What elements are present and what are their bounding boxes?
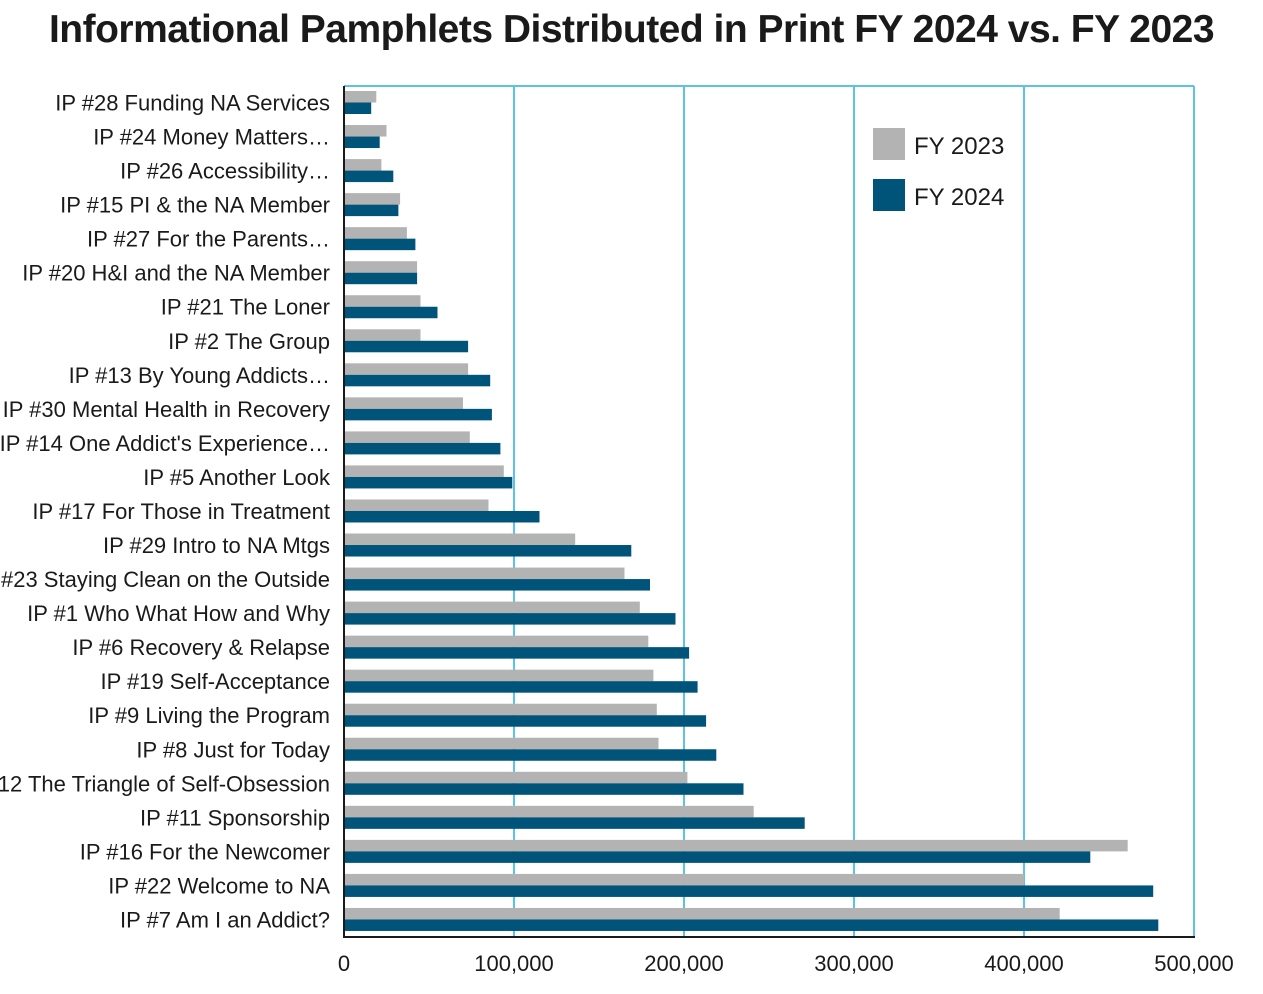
x-axis-tick-labels: 0 100,000 200,000 300,000 400,000 500,000 — [338, 951, 1234, 976]
bar-fy2024-14 — [344, 579, 650, 591]
legend-label-fy2023: FY 2023 — [914, 133, 1004, 160]
bar-fy2023-2 — [344, 159, 382, 171]
bar-fy2023-12 — [344, 499, 489, 511]
bar-fy2024-10 — [344, 442, 501, 455]
category-label: IP #21 The Loner — [161, 295, 330, 320]
bar-fy2024-19 — [344, 749, 717, 761]
bar-fy2023-13 — [344, 533, 576, 546]
bar-fy2023-8 — [344, 363, 469, 375]
bar-fy2023-23 — [344, 873, 1024, 886]
category-label: IP #27 For the Parents… — [87, 227, 330, 252]
chart-title: Informational Pamphlets Distributed in P… — [48, 8, 1215, 51]
bar-fy2024-7 — [344, 340, 469, 353]
bar-fy2024-24 — [344, 919, 1159, 931]
category-label: IP #15 PI & the NA Member — [60, 193, 330, 218]
bar-fy2023-3 — [344, 193, 401, 205]
bar-fy2023-20 — [344, 771, 688, 784]
bar-fy2023-6 — [344, 295, 421, 307]
category-label: IP #7 Am I an Addict? — [120, 907, 330, 932]
bar-fy2023-22 — [344, 839, 1128, 852]
bar-fy2024-6 — [344, 306, 438, 319]
category-label: IP #5 Another Look — [143, 465, 331, 490]
category-label: IP #22 Welcome to NA — [108, 873, 330, 898]
x-tick-label: 500,000 — [1154, 951, 1234, 976]
bar-fy2024-3 — [344, 204, 399, 217]
bar-fy2024-23 — [344, 885, 1154, 897]
grid-lines — [344, 85, 1195, 937]
category-label: IP #24 Money Matters… — [93, 125, 330, 150]
bar-fy2024-13 — [344, 545, 632, 557]
bar-fy2023-0 — [344, 91, 377, 103]
legend-label-fy2024: FY 2024 — [914, 184, 1004, 211]
bar-fy2024-9 — [344, 408, 492, 421]
bar-fy2024-8 — [344, 374, 491, 387]
bar-fy2023-4 — [344, 227, 407, 239]
legend-swatch-fy2024 — [873, 179, 905, 211]
category-label: IP #19 Self-Acceptance — [100, 669, 330, 694]
category-label: IP #2 The Group — [168, 329, 330, 354]
legend-swatch-fy2023 — [873, 128, 905, 160]
bar-fy2023-17 — [344, 669, 654, 682]
bar-fy2023-11 — [344, 465, 504, 477]
bar-fy2024-17 — [344, 681, 698, 693]
category-label: IP #1 Who What How and Why — [27, 601, 330, 626]
bar-fy2024-4 — [344, 238, 416, 251]
category-label: IP #13 By Young Addicts… — [69, 363, 330, 388]
bar-fy2023-21 — [344, 805, 754, 818]
category-label: IP #8 Just for Today — [136, 737, 330, 762]
bar-fy2023-7 — [344, 329, 421, 341]
bar-fy2024-2 — [344, 170, 394, 183]
bar-fy2023-24 — [344, 907, 1060, 920]
category-label: IP #6 Recovery & Relapse — [72, 635, 330, 660]
bar-fy2023-14 — [344, 567, 625, 580]
bar-fy2023-18 — [344, 703, 657, 716]
bar-fy2023-1 — [344, 125, 387, 137]
category-label: IP #30 Mental Health in Recovery — [3, 397, 330, 422]
bar-fy2023-9 — [344, 397, 463, 409]
bar-fy2024-22 — [344, 851, 1091, 863]
category-labels: IP #28 Funding NA Services IP #24 Money M… — [0, 91, 331, 933]
bar-fy2024-18 — [344, 715, 707, 727]
category-label: IP #14 One Addict's Experience… — [0, 431, 330, 456]
category-label: IP #28 Funding NA Services — [55, 91, 330, 116]
bars — [344, 91, 1159, 931]
bar-fy2024-20 — [344, 783, 744, 795]
bar-fy2023-19 — [344, 737, 659, 750]
category-label: IP #23 Staying Clean on the Outside — [0, 567, 330, 592]
axes — [343, 86, 1195, 938]
x-tick-label: 300,000 — [814, 951, 894, 976]
bar-fy2024-0 — [344, 102, 372, 114]
category-label: IP #29 Intro to NA Mtgs — [103, 533, 330, 558]
x-tick-label: 100,000 — [474, 951, 554, 976]
legend: FY 2023 FY 2024 — [873, 128, 1004, 211]
bar-fy2024-21 — [344, 817, 805, 829]
bar-fy2024-16 — [344, 647, 690, 659]
category-label: IP #20 H&I and the NA Member — [22, 261, 330, 286]
bar-fy2024-5 — [344, 272, 418, 285]
bar-fy2023-5 — [344, 261, 418, 273]
category-label: IP #16 For the Newcomer — [80, 839, 330, 864]
category-label: IP #17 For Those in Treatment — [32, 499, 330, 524]
bar-fy2023-16 — [344, 635, 649, 648]
bar-fy2024-11 — [344, 476, 513, 489]
x-tick-label: 200,000 — [644, 951, 724, 976]
bar-fy2024-12 — [344, 510, 540, 523]
bar-fy2023-15 — [344, 601, 640, 614]
category-label: IP #26 Accessibility… — [120, 159, 330, 184]
category-label: IP #11 Sponsorship — [140, 805, 330, 830]
bar-fy2024-1 — [344, 136, 380, 149]
category-label: IP #12 The Triangle of Self-Obsession — [0, 771, 330, 796]
bar-fy2023-10 — [344, 431, 470, 443]
x-tick-label: 0 — [338, 951, 350, 976]
x-tick-label: 400,000 — [984, 951, 1064, 976]
bar-fy2024-15 — [344, 613, 676, 625]
category-label: IP #9 Living the Program — [88, 703, 330, 728]
